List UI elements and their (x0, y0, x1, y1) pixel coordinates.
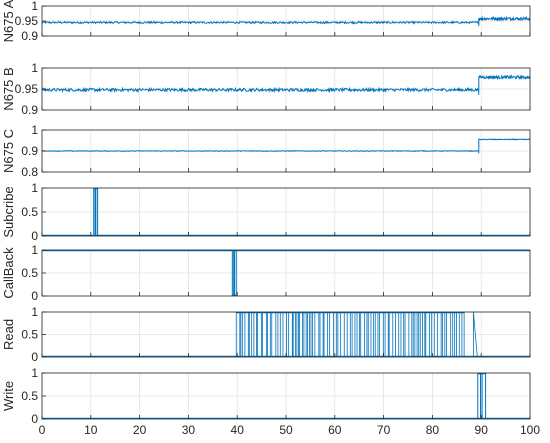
x-tick-label: 60 (328, 423, 342, 437)
panel-3: 0.8 0.9 1 N675 C (1, 123, 531, 179)
y-tick-label: 0.5 (21, 389, 38, 403)
x-tick-label: 70 (377, 423, 391, 437)
y-tick-label: 0.8 (21, 165, 38, 179)
y-tick-label: 1 (31, 61, 38, 75)
panel-6: 0 0.5 1 Read (1, 305, 531, 364)
series-group (42, 73, 530, 95)
y-tick-label: 0 (31, 412, 38, 426)
y-tick-label: 1 (31, 305, 38, 319)
series-line (42, 15, 530, 27)
panel-2: 0.9 0.95 1 N675 B (1, 61, 531, 117)
panel-1: 0.90.951 N675 A (1, 0, 531, 43)
series-group (42, 15, 530, 27)
y-axis-label: Read (1, 319, 16, 350)
y-axis-label: N675 C (1, 129, 16, 173)
x-tick-label: 40 (231, 423, 245, 437)
y-tick-label: 0.5 (21, 205, 38, 219)
x-tick-label: 10 (84, 423, 98, 437)
y-tick-label: 0.9 (21, 29, 38, 43)
y-tick-label: 0 (31, 229, 38, 243)
x-tick-label: 30 (182, 423, 196, 437)
y-tick-label: 1 (31, 243, 38, 257)
y-tick-label: 0.9 (21, 144, 38, 158)
y-axis-label: Write (1, 381, 16, 411)
y-axis-label: N675 A (1, 0, 16, 42)
y-tick-label: 0.9 (21, 103, 38, 117)
panel-4: 0 0.5 1 Subcribe (1, 181, 531, 243)
series-group (42, 312, 530, 357)
y-tick-label: 0.95 (15, 82, 39, 96)
y-tick-label: 1 (31, 0, 38, 13)
y-axis-label: Subcribe (1, 186, 16, 237)
series-line (42, 188, 530, 236)
y-tick-label: 1 (31, 366, 38, 380)
y-axis-label: N675 B (1, 67, 16, 110)
series-line (42, 373, 530, 419)
x-tick-label: 50 (279, 423, 293, 437)
y-tick-label: 0.5 (21, 328, 38, 342)
series-group (42, 250, 530, 296)
series-line (42, 138, 530, 154)
series-group (42, 138, 530, 154)
series-line (42, 312, 530, 357)
y-tick-label: 0.5 (21, 266, 38, 280)
x-tick-label: 80 (426, 423, 440, 437)
y-tick-label: 0 (31, 350, 38, 364)
y-tick-label: 1 (31, 123, 38, 137)
x-tick-label: 0 (39, 423, 46, 437)
y-tick-label: 1 (31, 181, 38, 195)
series-group (42, 373, 530, 419)
series-line (42, 250, 530, 296)
x-tick-label: 90 (475, 423, 489, 437)
x-tick-label: 100 (520, 423, 540, 437)
series-group (42, 188, 530, 236)
panel-5: 0 0.5 1 CallBack (1, 243, 531, 303)
y-tick-label: 0 (31, 289, 38, 303)
x-tick-label: 20 (133, 423, 147, 437)
series-line (42, 73, 530, 95)
y-axis-label: CallBack (1, 247, 16, 299)
y-tick-label: 0.95 (15, 14, 39, 28)
